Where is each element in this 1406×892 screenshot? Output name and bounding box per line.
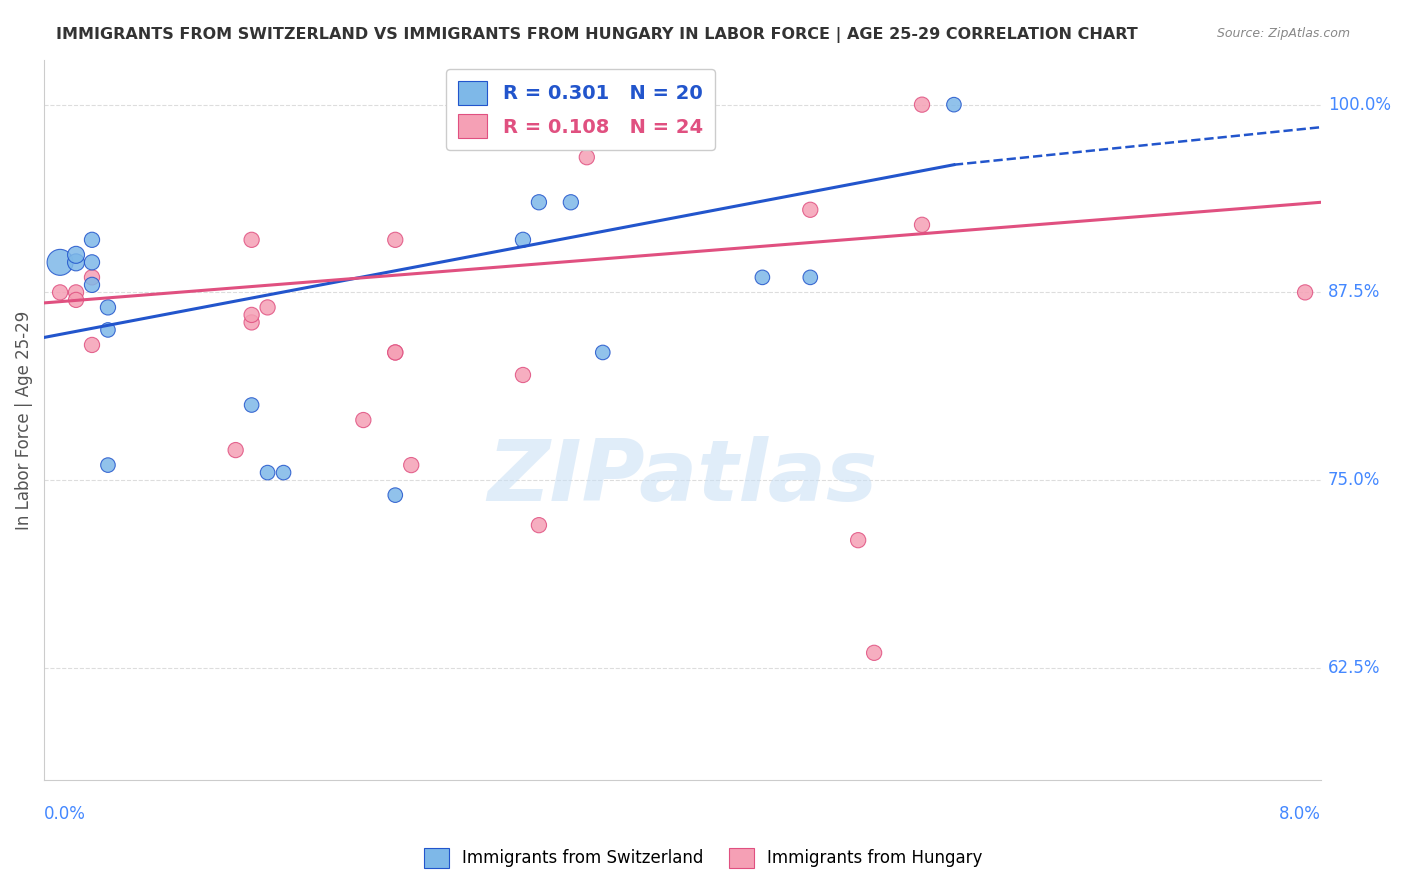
Point (512, 233, 534, 247)
Text: 0.0%: 0.0% (44, 805, 86, 823)
Text: 100.0%: 100.0% (1329, 95, 1391, 113)
Point (799, 202, 821, 217)
Point (256, 466, 278, 480)
Point (751, 270, 773, 285)
Point (65, 293, 87, 307)
Point (527, 195, 550, 210)
Point (97, 458, 120, 472)
Y-axis label: In Labor Force | Age 25-29: In Labor Force | Age 25-29 (15, 310, 32, 530)
Point (80, 270, 103, 285)
Text: 62.5%: 62.5% (1329, 659, 1381, 677)
Point (80, 233, 103, 247)
Point (97, 301, 120, 315)
Point (65, 255, 87, 269)
Point (80, 255, 103, 269)
Point (575, 150, 598, 164)
Text: IMMIGRANTS FROM SWITZERLAND VS IMMIGRANTS FROM HUNGARY IN LABOR FORCE | AGE 25-2: IMMIGRANTS FROM SWITZERLAND VS IMMIGRANT… (56, 27, 1137, 43)
Point (799, 270, 821, 285)
Point (256, 301, 278, 315)
Point (65, 248, 87, 262)
Point (352, 413, 374, 427)
Legend: R = 0.301   N = 20, R = 0.108   N = 24: R = 0.301 N = 20, R = 0.108 N = 24 (446, 70, 714, 150)
Text: 75.0%: 75.0% (1329, 471, 1381, 489)
Legend: Immigrants from Switzerland, Immigrants from Hungary: Immigrants from Switzerland, Immigrants … (418, 841, 988, 875)
Point (911, 218, 934, 232)
Point (80, 277, 103, 292)
Point (273, 466, 295, 480)
Point (399, 458, 422, 472)
Point (512, 368, 534, 382)
Point (384, 233, 406, 247)
Point (80, 338, 103, 352)
Point (911, 97, 934, 112)
Point (384, 345, 406, 359)
Point (240, 398, 263, 412)
Text: ZIPatlas: ZIPatlas (488, 436, 877, 519)
Point (592, 345, 614, 359)
Point (240, 315, 263, 329)
Text: 87.5%: 87.5% (1329, 284, 1381, 301)
Point (49, 285, 72, 300)
Point (49, 255, 72, 269)
Point (97, 323, 120, 337)
Point (240, 308, 263, 322)
Point (942, 97, 965, 112)
Point (384, 345, 406, 359)
Point (527, 518, 550, 533)
Point (846, 533, 869, 548)
Point (225, 443, 247, 458)
Text: 8.0%: 8.0% (1279, 805, 1322, 823)
Point (384, 488, 406, 502)
Point (65, 285, 87, 300)
Text: Source: ZipAtlas.com: Source: ZipAtlas.com (1216, 27, 1350, 40)
Point (560, 195, 582, 210)
Point (863, 646, 886, 660)
Point (1294, 285, 1316, 300)
Point (240, 233, 263, 247)
